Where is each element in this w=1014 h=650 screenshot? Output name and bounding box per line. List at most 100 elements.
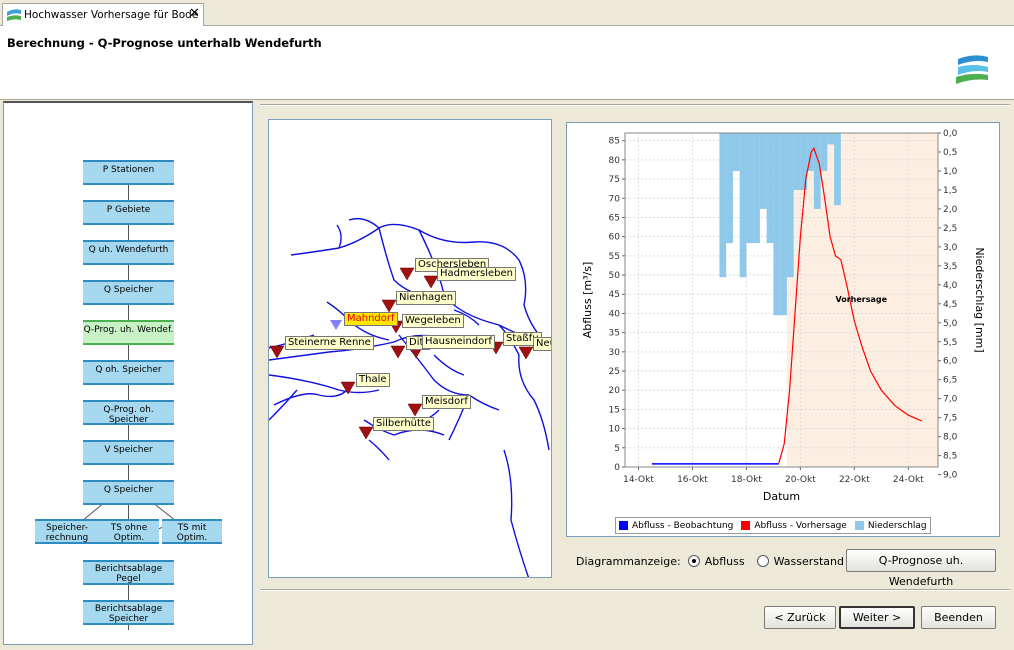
next-button[interactable]: Weiter > — [839, 606, 915, 629]
precip-bar — [834, 133, 841, 206]
workflow-step-berichtsablage-speicher[interactable]: Berichtsablage Speicher — [83, 600, 174, 625]
precip-bar — [766, 133, 774, 244]
content-divider — [260, 104, 1010, 106]
precip-bar — [780, 133, 787, 316]
x-tick-label: 22-Okt — [839, 475, 870, 485]
legend-swatch — [741, 521, 751, 530]
y2-tick-label: 5,0 — [943, 319, 958, 329]
radio-abfluss[interactable] — [687, 555, 700, 567]
y-tick-label: 70 — [609, 194, 621, 204]
workflow-step-v-speicher[interactable]: V Speicher — [83, 440, 174, 465]
forecast-annotation: Vorhersage — [835, 295, 887, 304]
back-button[interactable]: < Zurück — [764, 606, 836, 629]
station-thale[interactable]: Thale — [356, 373, 390, 387]
close-icon[interactable]: ✕ — [189, 6, 200, 21]
workflow-step-q-prog-uh-wendef[interactable]: Q-Prog. uh. Wendef. — [83, 320, 174, 345]
workflow-step-line: Berichtsablage — [94, 604, 163, 614]
workflow-step-line: Speicher- — [45, 523, 89, 533]
workflow-step-ts-ohne-optim[interactable]: TS ohne Optim. — [99, 519, 159, 544]
workflow-step-line: rechnung — [45, 533, 89, 543]
qprognose-button[interactable]: Q-Prognose uh. Wendefurth — [846, 549, 996, 588]
y2-tick-label: 0,5 — [943, 148, 957, 158]
y-tick-label: 5 — [614, 444, 620, 454]
forecast-region — [786, 133, 938, 467]
workflow-step-p-stationen[interactable]: P Stationen — [83, 160, 174, 185]
discharge-chart: 0 5 10 15 20 25 30 35 40 45 50 55 60 65 70 75 80 85 14-Okt… — [581, 129, 986, 503]
x-tick-label: 14-Okt — [623, 475, 654, 485]
legend-item-beobachtung: Abfluss - Beobachtung — [619, 521, 733, 531]
precip-bar — [732, 133, 740, 171]
y-tick-label: 85 — [609, 137, 620, 147]
bottom-divider — [260, 589, 1010, 591]
chart-legend: Abfluss - Beobachtung Abfluss - Vorhersa… — [615, 517, 931, 534]
legend-item-vorhersage: Abfluss - Vorhersage — [741, 521, 847, 531]
tab-main[interactable]: Hochwasser Vorhersage für Bode ✕ — [2, 3, 204, 26]
diagram-display-label: Diagrammanzeige: — [576, 554, 681, 568]
y2-tick-label: 3,5 — [943, 262, 957, 272]
y-tick-label: 60 — [609, 233, 621, 243]
y-tick-label: 45 — [609, 290, 620, 300]
y-tick-label: 65 — [609, 213, 620, 223]
y-axis-label: Abfluss [m³/s] — [581, 262, 594, 339]
workflow-step-ts-mit-optim[interactable]: TS mit Optim. — [162, 519, 222, 544]
y-tick-label: 35 — [609, 329, 620, 339]
y-tick-label: 10 — [609, 425, 621, 435]
workflow-step-line: Berichtsablage — [94, 564, 163, 574]
map-panel[interactable]: Oschersleben Hadmersleben Nienhagen Mahn… — [268, 119, 552, 578]
station-meisdorf[interactable]: Meisdorf — [422, 395, 471, 409]
workflow-step-q-speicher[interactable]: Q Speicher — [83, 280, 174, 305]
workflow-connector — [128, 560, 129, 630]
radio-wasserstand-label[interactable]: Wasserstand — [773, 554, 844, 568]
y-tick-label: 15 — [609, 405, 620, 415]
legend-swatch — [619, 521, 628, 530]
station-hadmersleben[interactable]: Hadmersleben — [437, 267, 516, 281]
y-tick-label: 75 — [609, 175, 620, 185]
page-title: Berechnung - Q-Prognose unterhalb Wendef… — [7, 36, 322, 50]
y2-tick-label: 4,5 — [943, 300, 957, 310]
tab-label: Hochwasser Vorhersage für Bode — [24, 9, 199, 21]
precip-bar — [739, 133, 747, 278]
y-tick-label: 0 — [614, 463, 620, 473]
legend-label: Niederschlag — [867, 520, 927, 531]
finish-button[interactable]: Beenden — [921, 606, 996, 629]
y2-tick-label: 0,0 — [943, 129, 958, 139]
precip-bar — [793, 133, 801, 190]
y-tick-label: 20 — [609, 386, 621, 396]
radio-abfluss-label[interactable]: Abfluss — [704, 554, 745, 568]
y2-tick-label: 9,0 — [943, 471, 958, 481]
precip-bar — [746, 133, 754, 244]
workflow-panel: P Stationen P Gebiete Q uh. Wendefurth Q… — [3, 101, 253, 645]
station-hausneindorf[interactable]: Hausneindorf — [422, 335, 495, 349]
station-nienhagen[interactable]: Nienhagen — [396, 291, 457, 305]
precip-bar — [807, 133, 814, 171]
y2-tick-label: 7,0 — [943, 395, 958, 405]
station-wegeleben[interactable]: Wegeleben — [402, 314, 464, 328]
workflow-step-line: Speicher — [108, 614, 149, 624]
plot-frame — [624, 132, 939, 468]
app-logo-icon — [7, 9, 21, 21]
radio-wasserstand[interactable] — [756, 555, 769, 567]
y2-tick-label: 3,0 — [943, 243, 958, 253]
series-line-vorhersage — [778, 147, 923, 464]
x-tick-label: 24-Okt — [893, 475, 924, 485]
precip-bar — [827, 133, 835, 145]
y2-tick-label: 1,0 — [943, 167, 958, 177]
workflow-step-p-gebiete[interactable]: P Gebiete — [83, 200, 174, 225]
y-tick-label: 55 — [609, 252, 620, 262]
y-tick-label: 50 — [609, 271, 621, 281]
workflow-step-q-uh-wendefurth[interactable]: Q uh. Wendefurth — [83, 240, 174, 265]
workflow-step-berichtsablage-pegel[interactable]: Berichtsablage Pegel — [83, 560, 174, 585]
y2-tick-label: 8,5 — [943, 452, 957, 462]
workflow-step-speicherrechnung[interactable]: Speicher- rechnung — [35, 519, 99, 544]
station-neu[interactable]: Neu — [533, 337, 551, 351]
y-tick-label: 25 — [609, 367, 620, 377]
station-silberhuette[interactable]: Silberhütte — [373, 417, 435, 431]
station-steinerne-renne[interactable]: Steinerne Renne — [285, 336, 374, 350]
legend-label: Abfluss - Vorhersage — [754, 520, 847, 531]
y2-tick-label: 6,0 — [943, 357, 958, 367]
workflow-step-q-oh-speicher[interactable]: Q oh. Speicher — [83, 360, 174, 385]
y2-tick-label: 2,0 — [943, 205, 958, 215]
workflow-step-q-prog-oh-speicher[interactable]: Q-Prog. oh. Speicher — [83, 400, 174, 425]
workflow-step-q-speicher-2[interactable]: Q Speicher — [83, 480, 174, 505]
station-mahndorf[interactable]: Mahndorf — [344, 312, 398, 326]
